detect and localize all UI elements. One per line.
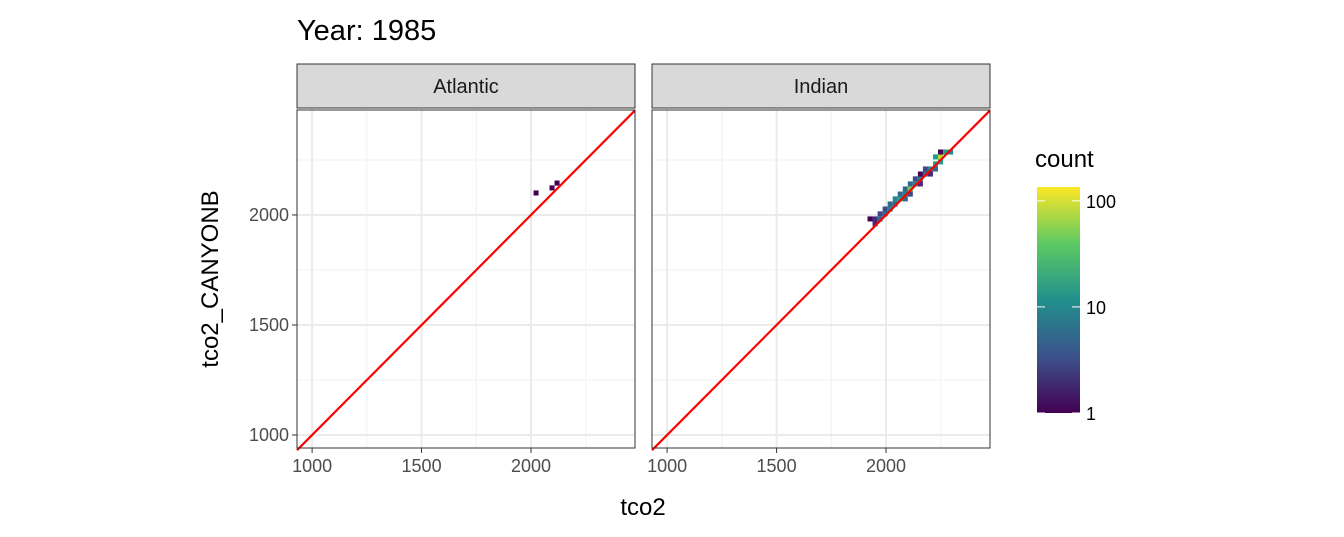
x-tick-label: 1500 [757,456,797,476]
heatmap-bin [872,221,878,227]
heatmap-bin [887,201,893,207]
x-tick-label: 2000 [511,456,551,476]
legend-colorbar [1037,187,1080,413]
x-tick-label: 1000 [647,456,687,476]
heatmap-bin [907,191,913,197]
heatmap-bin [897,196,903,202]
facet-panel-indian: Indian 1000 1500 2000 [647,63,991,476]
chart-title: Year: 1985 [297,15,436,47]
legend-tick-label: 100 [1086,192,1116,212]
facet-strip [296,63,636,109]
heatmap-bin [917,181,923,187]
x-tick-label: 1500 [402,456,442,476]
heatmap-bin [554,180,560,186]
facet-strip [651,63,991,109]
heatmap-bin [867,216,873,222]
facet-panel-atlantic: Atlantic 1000 1500 2000 1000 1500 2000 [249,63,636,476]
facet-strip-label: Indian [794,76,849,98]
heatmap-bin [902,186,908,192]
heatmap-bin [907,181,913,187]
heatmap-bin [877,216,883,222]
panel-border [296,109,636,449]
heatmap-bin [549,185,555,191]
reference-line [296,109,636,451]
heatmap-bin [938,149,944,155]
heatmap-bin [882,211,888,217]
y-tick-label: 1000 [249,425,289,445]
heatmap-bin [912,176,918,182]
heatmap-bin [902,196,908,202]
heatmap-bin [927,171,933,177]
legend-title: count [1035,146,1094,173]
heatmap-bin [943,149,949,155]
reference-line [651,109,991,451]
heatmap-bin [533,190,539,196]
facet-strip-label: Atlantic [433,76,499,98]
legend-tick-label: 10 [1086,298,1106,318]
heatmap-bin [877,211,883,217]
heatmap-bin [872,216,878,222]
heatmap-bin [892,196,898,202]
heatmap-bin [932,154,939,160]
x-axis-label: tco2 [620,494,665,521]
heatmap-bin [932,166,939,172]
heatmap-bin [938,159,944,165]
y-tick-label: 1500 [249,315,289,335]
legend-tick-label: 1 [1086,404,1096,424]
y-axis-label: tco2_CANYONB [197,190,224,367]
y-tick-label: 2000 [249,205,289,225]
heatmap-bin [922,166,928,172]
heatmap-bin [948,149,954,155]
heatmap-bin [882,206,888,212]
heatmap-bin [892,201,898,207]
heatmap-bin [938,154,944,160]
x-tick-label: 1000 [292,456,332,476]
x-tick-label: 2000 [866,456,906,476]
heatmap-bin [897,191,903,197]
heatmap-bin [917,171,923,177]
panel-border [651,109,991,449]
heatmap-bin [887,206,893,212]
